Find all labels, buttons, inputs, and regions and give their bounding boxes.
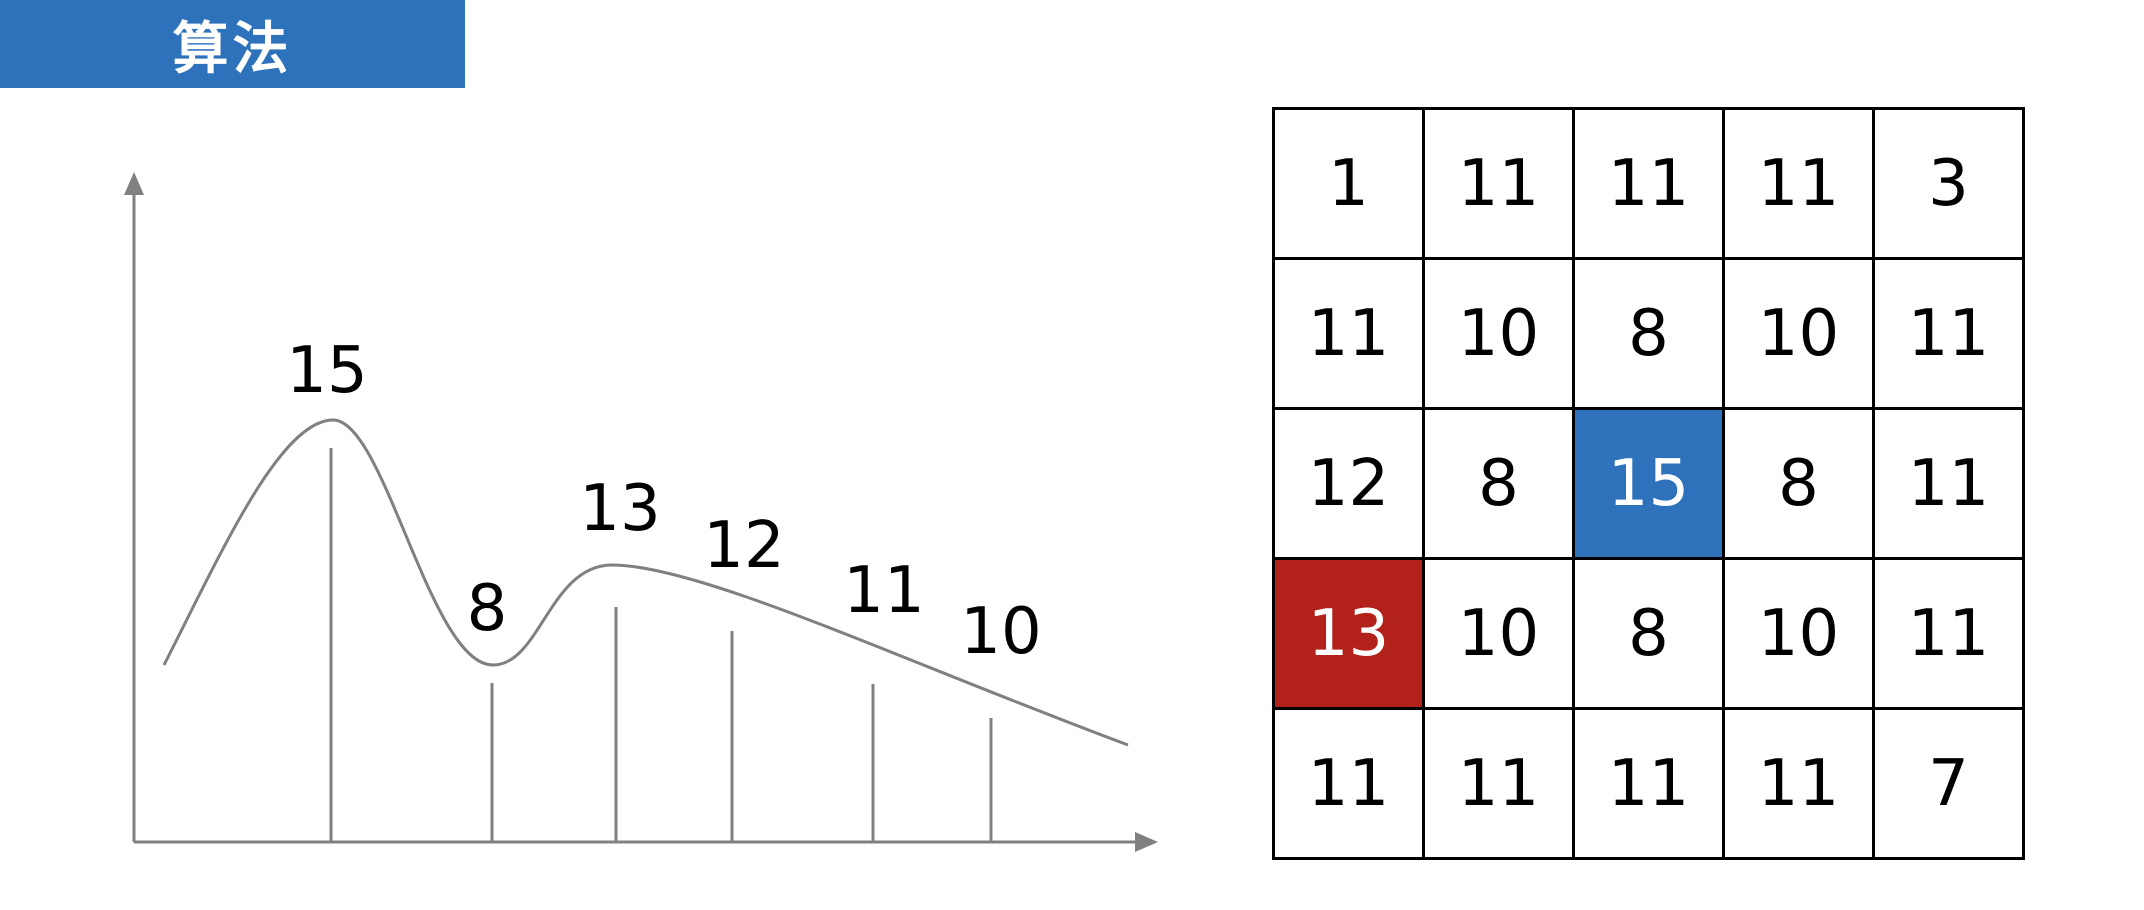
grid-cell: 1 (1272, 107, 1425, 260)
grid-cell: 3 (1872, 107, 2025, 260)
grid-cell: 10 (1422, 257, 1575, 410)
grid-cell: 11 (1722, 707, 1875, 860)
grid-cell: 11 (1272, 707, 1425, 860)
grid-cell: 11 (1872, 407, 2025, 560)
curve-label: 12 (703, 509, 784, 583)
curve-label: 8 (467, 572, 508, 646)
grid-cell: 11 (1572, 107, 1725, 260)
header-banner: 算法 (0, 0, 465, 88)
grid-cell: 11 (1872, 257, 2025, 410)
grid-cell: 8 (1572, 257, 1725, 410)
curve-label: 11 (843, 554, 924, 628)
grid-cell-highlight-blue: 15 (1572, 407, 1725, 560)
curve-label: 10 (960, 595, 1041, 669)
value-curve (162, 418, 1129, 747)
grid-cell: 8 (1722, 407, 1875, 560)
curve-label: 13 (579, 472, 660, 546)
grid-cell-highlight-red: 13 (1272, 557, 1425, 710)
grid-row: 13 10 8 10 11 (1272, 557, 2025, 710)
grid-cell: 11 (1422, 107, 1575, 260)
grid-row: 11 10 8 10 11 (1272, 257, 2025, 410)
grid-cell: 10 (1722, 257, 1875, 410)
curve-label: 15 (286, 334, 367, 408)
curve-diagram: 15 8 13 12 11 10 (124, 172, 1158, 852)
grid-cell: 11 (1722, 107, 1875, 260)
value-grid: 1 11 11 11 3 11 10 8 10 11 12 8 15 8 11 … (1272, 107, 2025, 860)
grid-cell: 11 (1272, 257, 1425, 410)
grid-cell: 12 (1272, 407, 1425, 560)
grid-cell: 11 (1572, 707, 1725, 860)
grid-cell: 11 (1422, 707, 1575, 860)
grid-cell: 8 (1572, 557, 1725, 710)
grid-cell: 7 (1872, 707, 2025, 860)
grid-row: 12 8 15 8 11 (1272, 407, 2025, 560)
header-title: 算法 (172, 16, 293, 82)
grid-cell: 10 (1422, 557, 1575, 710)
grid-cell: 10 (1722, 557, 1875, 710)
x-axis-arrow-icon (1135, 832, 1158, 852)
y-axis-arrow-icon (124, 172, 144, 195)
grid-row: 11 11 11 11 7 (1272, 707, 2025, 860)
grid-row: 1 11 11 11 3 (1272, 107, 2025, 260)
grid-cell: 11 (1872, 557, 2025, 710)
grid-cell: 8 (1422, 407, 1575, 560)
